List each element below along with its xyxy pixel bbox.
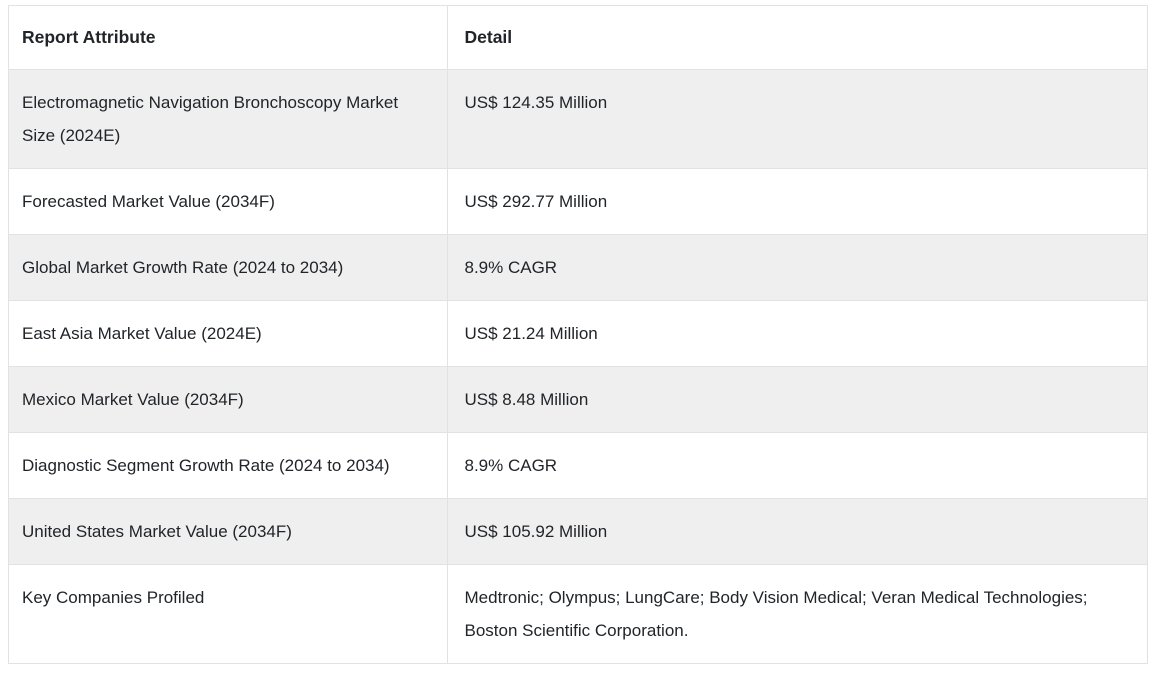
attribute-cell-global-growth-rate: Global Market Growth Rate (2024 to 2034) — [8, 234, 448, 301]
attribute-cell-east-asia-value-2024: East Asia Market Value (2024E) — [8, 300, 448, 367]
detail-cell-market-size-2024: US$ 124.35 Million — [446, 69, 1148, 169]
table-row: East Asia Market Value (2024E) US$ 21.24… — [8, 300, 1148, 367]
detail-cell-east-asia-value-2024: US$ 21.24 Million — [446, 300, 1148, 367]
attribute-cell-diagnostic-growth-rate: Diagnostic Segment Growth Rate (2024 to … — [8, 432, 448, 499]
attribute-cell-forecasted-value-2034: Forecasted Market Value (2034F) — [8, 168, 448, 235]
detail-cell-mexico-value-2034: US$ 8.48 Million — [446, 366, 1148, 433]
table-row: Key Companies Profiled Medtronic; Olympu… — [8, 564, 1148, 664]
table-row: United States Market Value (2034F) US$ 1… — [8, 498, 1148, 565]
table-header: Report Attribute Detail — [8, 5, 1148, 70]
report-attributes-table: Report Attribute Detail Electromagnetic … — [8, 5, 1148, 664]
attribute-cell-key-companies: Key Companies Profiled — [8, 564, 448, 664]
header-row: Report Attribute Detail — [8, 5, 1148, 70]
detail-cell-key-companies: Medtronic; Olympus; LungCare; Body Visio… — [446, 564, 1148, 664]
table-row: Electromagnetic Navigation Bronchoscopy … — [8, 69, 1148, 169]
report-attributes-section: Report Attribute Detail Electromagnetic … — [8, 5, 1148, 664]
attribute-cell-mexico-value-2034: Mexico Market Value (2034F) — [8, 366, 448, 433]
column-header-report-attribute: Report Attribute — [8, 5, 448, 70]
detail-cell-diagnostic-growth-rate: 8.9% CAGR — [446, 432, 1148, 499]
table-row: Diagnostic Segment Growth Rate (2024 to … — [8, 432, 1148, 499]
table-row: Mexico Market Value (2034F) US$ 8.48 Mil… — [8, 366, 1148, 433]
detail-cell-us-value-2034: US$ 105.92 Million — [446, 498, 1148, 565]
detail-cell-global-growth-rate: 8.9% CAGR — [446, 234, 1148, 301]
table-body: Electromagnetic Navigation Bronchoscopy … — [8, 69, 1148, 664]
column-header-detail: Detail — [446, 5, 1148, 70]
table-row: Forecasted Market Value (2034F) US$ 292.… — [8, 168, 1148, 235]
attribute-cell-market-size-2024: Electromagnetic Navigation Bronchoscopy … — [8, 69, 448, 169]
attribute-cell-us-value-2034: United States Market Value (2034F) — [8, 498, 448, 565]
detail-cell-forecasted-value-2034: US$ 292.77 Million — [446, 168, 1148, 235]
table-row: Global Market Growth Rate (2024 to 2034)… — [8, 234, 1148, 301]
